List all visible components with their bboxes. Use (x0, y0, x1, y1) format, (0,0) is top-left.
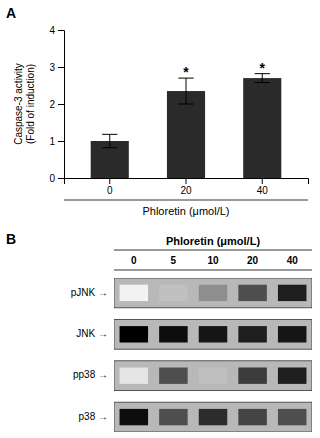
band (199, 326, 228, 342)
error-bar (109, 134, 110, 147)
y-axis-label: Caspase-3 activity(Fold of induction) (13, 63, 36, 145)
lane-background (114, 361, 312, 391)
column-label: 5 (171, 255, 177, 266)
band (278, 368, 307, 384)
y-tick-label: 1 (49, 136, 55, 147)
plot-area (91, 74, 282, 178)
lane-background (114, 319, 312, 349)
lane-background (114, 278, 312, 308)
band (120, 326, 149, 342)
blot-area (114, 278, 312, 432)
x-axis: 0 20 40 (65, 178, 309, 196)
y-tick: 0 (49, 173, 64, 184)
y-tick-mark (58, 30, 64, 31)
error-bar (186, 78, 187, 104)
y-tick-label: 4 (49, 25, 55, 36)
band (278, 409, 307, 425)
x-label-rule (64, 200, 308, 201)
band (199, 285, 228, 301)
column-label: 0 (131, 255, 137, 266)
y-tick: 3 (49, 62, 64, 73)
y-axis: 0 1 2 3 4 (49, 25, 64, 184)
x-tick: 0 (107, 178, 113, 196)
x-tick-mark (109, 178, 110, 184)
axis-line (58, 31, 65, 179)
row-label: p38 → (79, 411, 108, 422)
x-tick-label: 20 (180, 185, 192, 196)
band (238, 368, 267, 384)
error-cap (255, 82, 270, 83)
y-tick-mark (58, 67, 64, 68)
title: Phloretin (μmol/L) (166, 235, 260, 247)
x-tick: 40 (257, 178, 269, 196)
band (278, 326, 307, 342)
band (199, 409, 228, 425)
y-tick-mark (58, 178, 64, 179)
figure: A 0 20 40 0 1 2 3 4 Caspase-3 activity(Fold of in… (0, 0, 320, 438)
annotation: * (183, 64, 189, 80)
x-tick-label: 40 (257, 185, 269, 196)
column-rule (114, 270, 312, 271)
row-label: pJNK → (71, 287, 108, 298)
error-cap (102, 147, 117, 148)
x-tick: 20 (180, 178, 192, 196)
row-label: pp38 → (73, 369, 108, 380)
annotation: * (260, 60, 266, 76)
bar (243, 78, 281, 178)
title-rule (114, 250, 312, 251)
band (159, 409, 188, 425)
band (159, 285, 188, 301)
band (238, 409, 267, 425)
band (159, 368, 188, 384)
row-label: JNK → (76, 328, 108, 339)
x-axis-label: Phloretin (μmol/L) (142, 205, 229, 217)
y-tick-mark (58, 104, 64, 105)
y-tick-label: 2 (49, 99, 55, 110)
column-label: 20 (247, 255, 259, 266)
y-tick-label: 0 (49, 173, 55, 184)
error-cap (102, 134, 117, 135)
bar (167, 91, 205, 178)
x-tick-mark (262, 178, 263, 184)
band (278, 285, 307, 301)
y-tick-label: 3 (49, 62, 55, 73)
error-cap (178, 104, 193, 105)
column-label: 40 (287, 255, 299, 266)
y-tick: 1 (49, 136, 64, 147)
lane-background (114, 402, 312, 432)
y-tick-mark (58, 141, 64, 142)
panel-label: A (6, 5, 16, 21)
x-tick-mark (186, 178, 187, 184)
x-tick-label: 0 (107, 185, 113, 196)
band (120, 368, 149, 384)
panel-label: B (6, 231, 16, 247)
column-label: 10 (207, 255, 219, 266)
band (199, 368, 228, 384)
band (159, 326, 188, 342)
y-tick: 2 (49, 99, 64, 110)
axis-line (65, 179, 309, 185)
band (238, 326, 267, 342)
band (120, 409, 149, 425)
y-tick: 4 (49, 25, 64, 36)
band (238, 285, 267, 301)
band (120, 285, 149, 301)
